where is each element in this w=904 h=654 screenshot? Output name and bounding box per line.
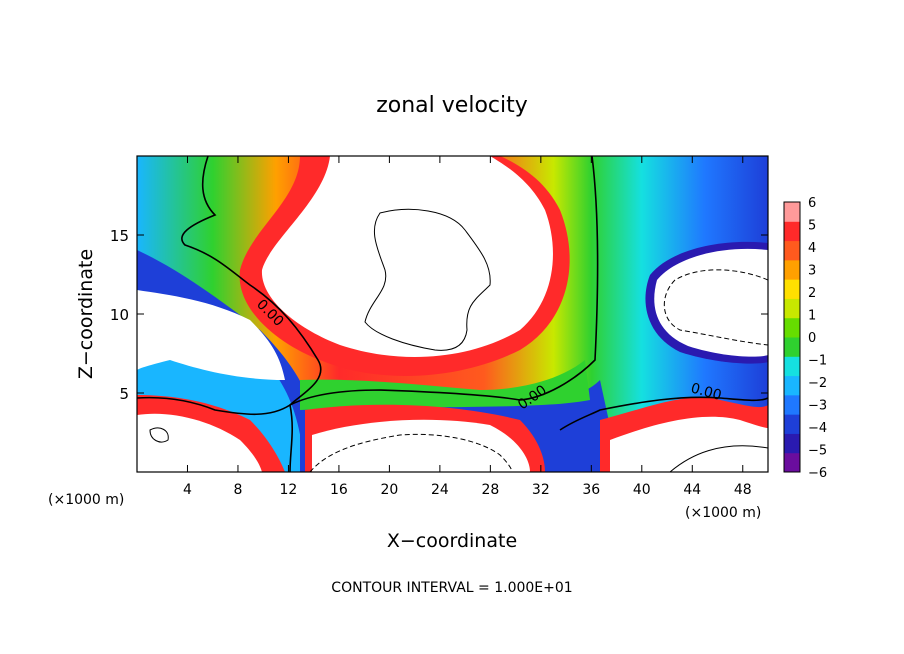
field-white-region-bottom-right	[610, 416, 768, 472]
y-tick-label: 10	[110, 306, 129, 324]
colorbar-swatch	[784, 356, 800, 377]
colorbar-tick-label: 2	[808, 286, 816, 301]
colorbar-swatch	[784, 414, 800, 434]
velocity-field	[137, 156, 768, 472]
x-tick-label: 20	[380, 482, 398, 498]
x-tick-label: 8	[233, 482, 242, 498]
colorbar-swatch	[784, 337, 800, 357]
contour-dashed-right	[663, 269, 768, 346]
x-tick-label: 36	[582, 482, 600, 498]
field-white-region-right	[654, 248, 768, 357]
colorbar-swatch	[784, 298, 800, 319]
x-axis-label: X−coordinate	[387, 530, 517, 552]
y-axis-label: Z−coordinate	[75, 249, 97, 379]
y-tick-label: 5	[119, 385, 129, 403]
colorbar-swatch	[784, 375, 800, 396]
field-white-region-bottom-center	[312, 419, 530, 472]
field-white-region-bottom-left	[137, 413, 262, 472]
colorbar-swatch	[784, 394, 800, 415]
colorbar-swatch	[784, 317, 800, 338]
colorbar-tick-label: 3	[808, 264, 816, 279]
x-tick-label: 40	[633, 482, 651, 498]
contour-interval-note: CONTOUR INTERVAL = 1.000E+01	[331, 580, 572, 596]
x-tick-label: 4	[183, 482, 192, 498]
colorbar-swatch	[784, 452, 800, 473]
x-tick-label: 32	[532, 482, 550, 498]
contour-small-left	[149, 427, 169, 443]
colorbar-swatch	[784, 240, 800, 261]
x-tick-label: 24	[431, 482, 449, 498]
x-tick-label: 48	[734, 482, 752, 498]
contour-dashed-bottom	[309, 433, 513, 472]
y-tick-label: 15	[110, 227, 129, 245]
field-white-region-center	[261, 156, 553, 357]
x-axis: 4 8 12 16 20 24 28 32 36 40 44 48	[183, 156, 752, 498]
colorbar-tick-label: −4	[808, 421, 827, 436]
colorbar-tick-label: −1	[808, 354, 827, 369]
x-tick-label: 44	[683, 482, 701, 498]
colorbar-tick-label: −6	[808, 466, 827, 481]
x-unit-right: (×1000 m)	[685, 505, 761, 521]
x-tick-label: 28	[481, 482, 499, 498]
colorbar-tick-label: 6	[808, 196, 816, 211]
colorbar-tick-label: 1	[808, 309, 816, 324]
field-green-band-center	[300, 360, 590, 410]
contour-center	[364, 208, 491, 351]
x-unit-left: (×1000 m)	[48, 492, 124, 508]
colorbar-swatch	[784, 202, 800, 222]
zero-contour-right	[559, 396, 768, 431]
contour-small-right	[669, 445, 768, 472]
field-white-region-left	[137, 290, 285, 380]
colorbar-swatch	[784, 279, 800, 299]
x-tick-label: 16	[330, 482, 348, 498]
colorbar-tick-label: −3	[808, 399, 827, 414]
colorbar-swatch	[784, 433, 800, 454]
colorbar-tick-label: 5	[808, 219, 816, 234]
colorbar-tick-label: 0	[808, 331, 816, 346]
contour-lines	[137, 156, 768, 472]
colorbar-tick-label: −2	[808, 376, 827, 391]
colorbar-tick-label: −5	[808, 444, 827, 459]
colorbar-frame	[783, 201, 801, 473]
y-axis: 5 10 15	[110, 227, 768, 403]
colorbar-swatch	[784, 221, 800, 242]
colorbar-swatch	[784, 259, 800, 280]
x-tick-label: 12	[280, 482, 298, 498]
colorbar: 6 5 4 3 2 1 0 −1 −2 −3 −4 −5 −6	[783, 196, 827, 481]
contour-label-right: 0.00	[689, 380, 723, 404]
colorbar-tick-label: 4	[808, 241, 816, 256]
zero-contour-lower	[137, 156, 599, 416]
chart-title: zonal velocity	[376, 93, 528, 118]
